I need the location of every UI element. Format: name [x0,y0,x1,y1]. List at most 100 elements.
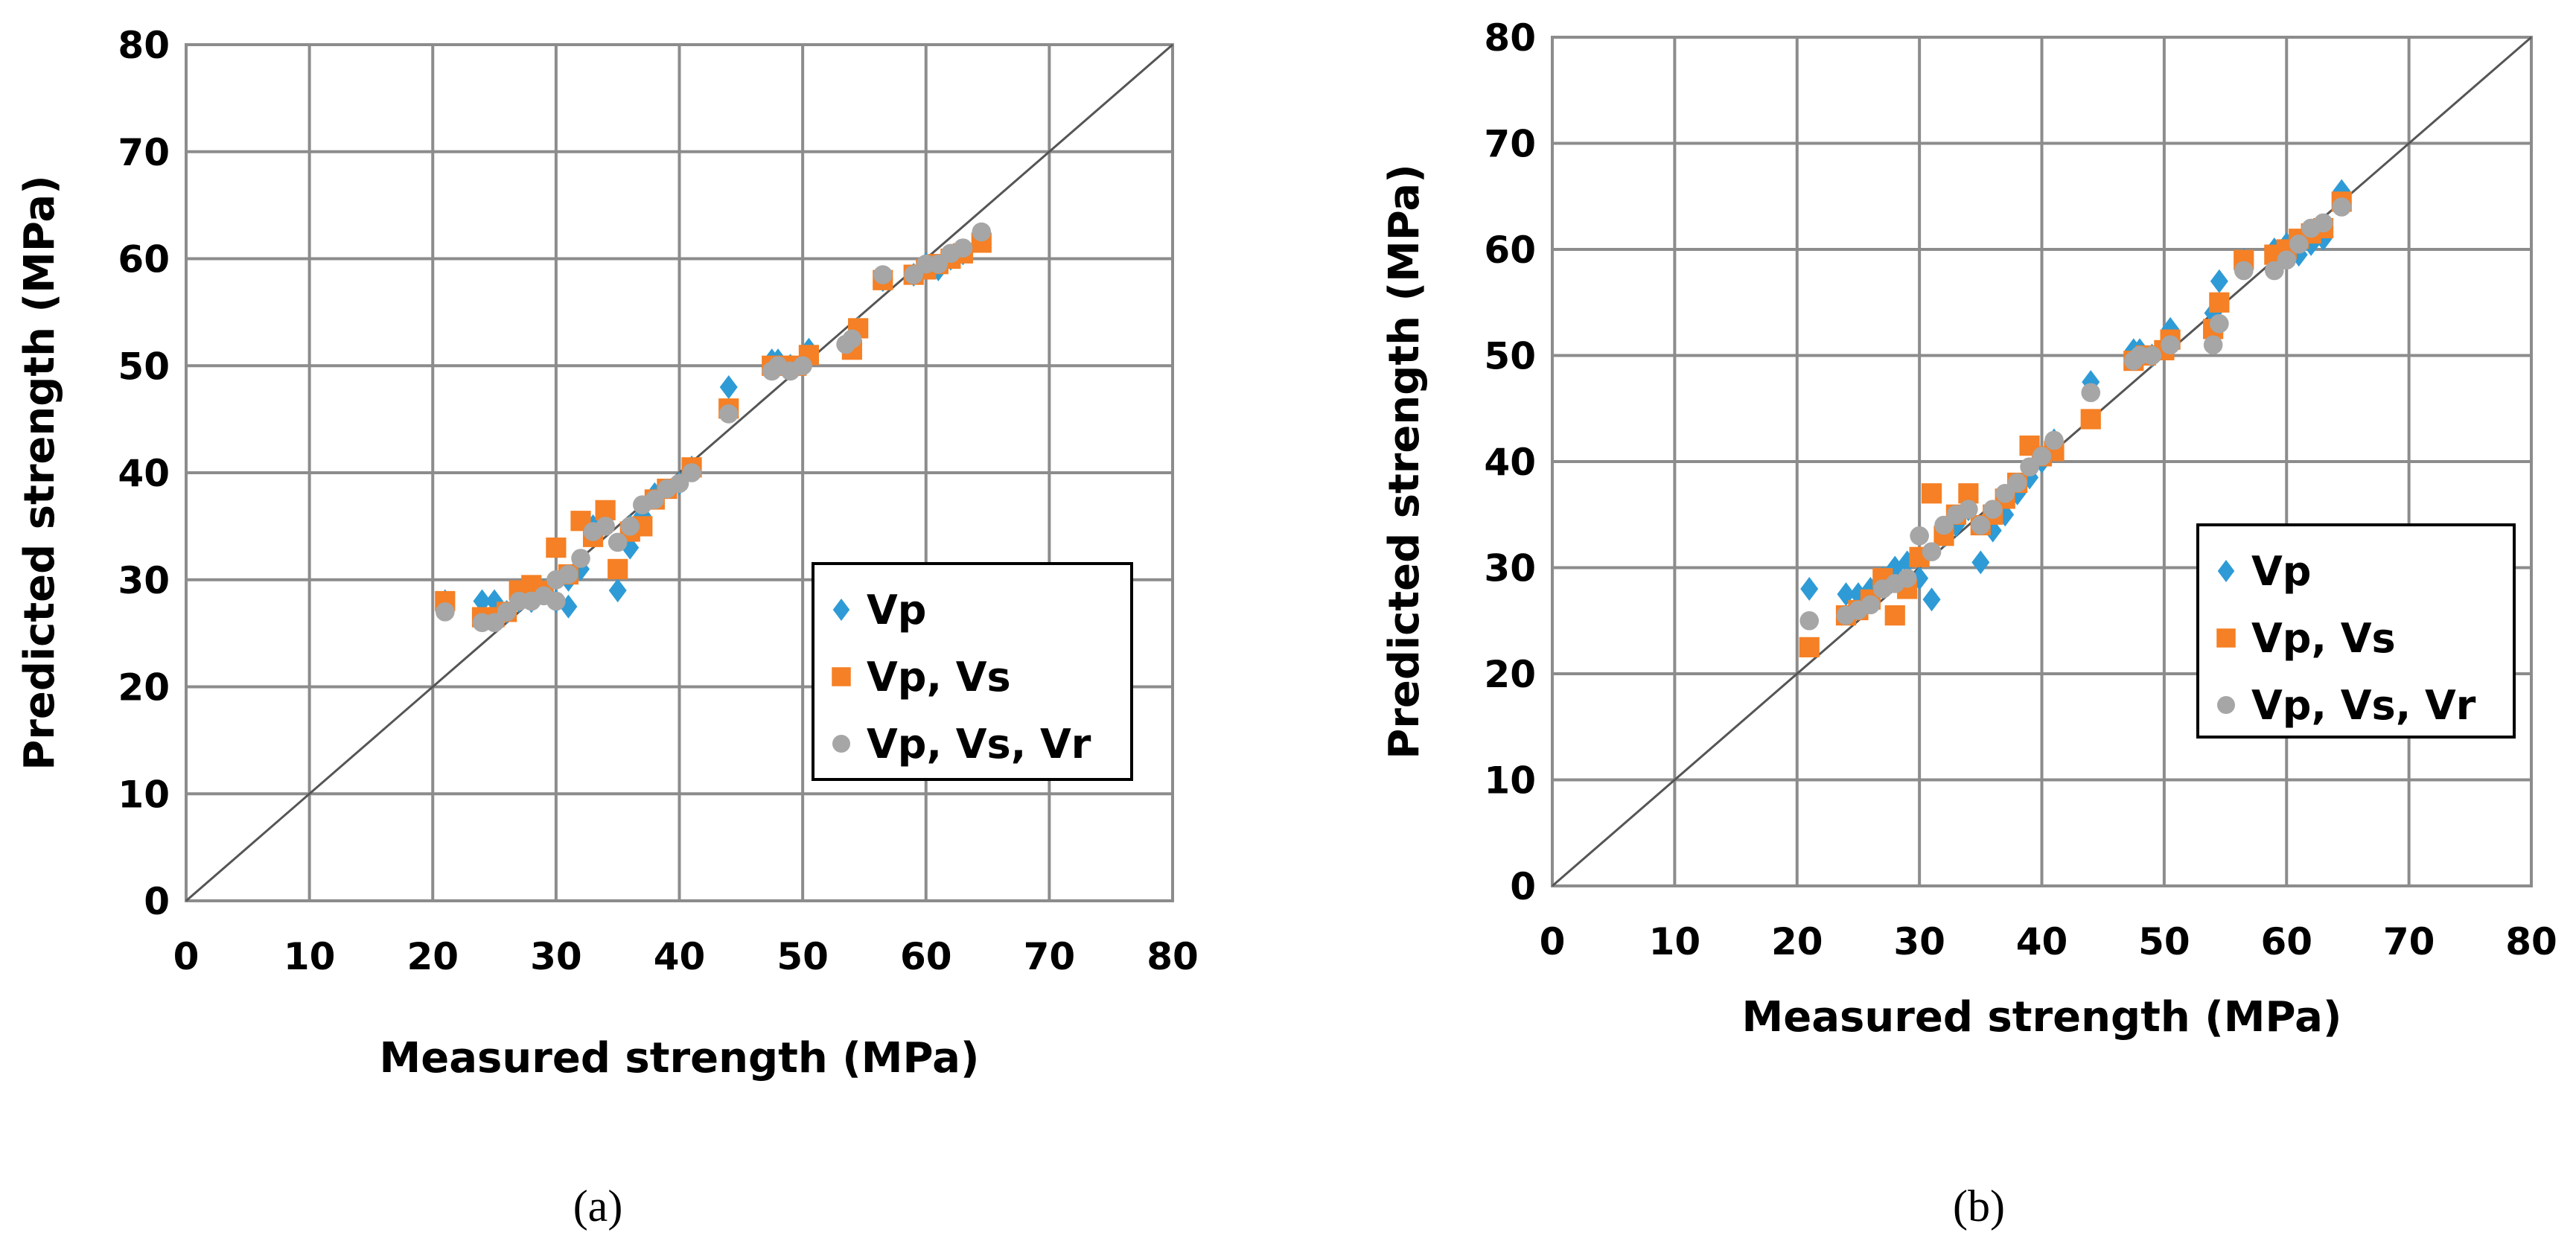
data-point-circle [558,564,578,584]
data-point-circle [793,356,812,376]
data-point-circle [953,238,973,258]
data-point-circle [873,265,893,284]
data-point-diamond [1922,587,1941,612]
x-tick-label: 0 [1540,920,1566,963]
data-point-circle [972,222,992,242]
data-point-circle [436,602,455,622]
data-point-circle [546,591,566,611]
data-point-circle [1910,526,1929,546]
data-point-circle [669,473,689,494]
x-tick-label: 60 [900,935,952,978]
data-point-square [1921,483,1942,504]
legend-box [2196,523,2516,739]
data-point-circle [904,265,923,284]
data-point-circle [2210,313,2229,334]
y-tick-label: 80 [118,24,170,67]
data-point-square [1799,637,1820,657]
x-tick-label: 60 [2260,920,2312,963]
x-tick-label: 30 [1893,920,1945,963]
data-point-circle [2007,473,2027,493]
y-tick-label: 70 [118,131,170,174]
y-tick-label: 50 [1484,335,1536,378]
y-tick-label: 50 [118,345,170,388]
y-tick-label: 60 [118,238,170,281]
x-tick-label: 20 [407,935,459,978]
x-tick-label: 80 [2505,920,2557,963]
legend-label: Vp, Vs [867,654,1011,701]
panel-label: (b) [1953,1181,2005,1231]
y-tick-label: 10 [118,773,170,816]
data-point-circle [2313,213,2333,233]
x-tick-label: 70 [1024,935,1076,978]
data-point-circle [682,463,701,482]
legend-box [812,562,1133,781]
y-axis-title: Predicted strength (MPa) [1380,164,1429,759]
panel-label: (a) [573,1181,623,1231]
data-point-square [546,538,567,558]
x-tick-label: 40 [654,935,706,978]
y-tick-label: 40 [1484,441,1536,484]
x-tick-label: 30 [530,935,582,978]
series-circle [1799,197,2352,631]
x-tick-label: 40 [2016,920,2068,963]
y-tick-label: 30 [118,559,170,602]
legend-label: Vp, Vs [2251,615,2396,662]
data-point-diamond [719,375,738,399]
data-point-circle [608,532,628,552]
data-point-circle [497,602,517,622]
data-point-circle [1922,542,1942,561]
data-point-diamond [2210,269,2228,293]
x-tick-label: 70 [2383,920,2435,963]
legend-marker-diamond [2217,560,2235,582]
plot-frame [1551,36,2533,887]
y-tick-label: 70 [1484,123,1536,166]
data-point-circle [2081,383,2101,403]
data-point-circle [2332,197,2352,217]
x-tick-label: 50 [777,935,829,978]
data-point-square [608,558,628,579]
data-point-circle [596,517,615,536]
series-circle [436,222,992,633]
legend-marker-circle [832,735,850,753]
legend-marker-circle [2217,696,2235,714]
data-point-circle [2234,261,2254,281]
y-axis-title: Predicted strength (MPa) [16,175,64,770]
legend-marker-square [2216,628,2236,648]
legend: Vp Vp, Vs Vp, Vs, Vr [2196,523,2516,739]
y-tick-label: 0 [1510,865,1536,908]
y-tick-label: 60 [1484,229,1536,272]
data-point-circle [2203,335,2223,355]
data-point-diamond [1800,577,1819,601]
y-tick-label: 40 [118,452,170,495]
legend-label: Vp [2251,548,2311,595]
data-point-circle [842,329,862,349]
data-point-square [1884,605,1905,626]
x-tick-label: 10 [1649,920,1701,963]
y-tick-label: 20 [1484,653,1536,696]
data-point-circle [1799,610,1819,631]
data-point-circle [2277,250,2297,270]
x-axis-title: Measured strength (MPa) [380,1034,980,1082]
data-point-square [2209,292,2230,313]
legend: Vp Vp, Vs Vp, Vs, Vr [812,562,1133,781]
data-point-circle [1959,500,1978,519]
data-point-circle [571,549,590,568]
data-point-circle [2161,335,2180,355]
data-point-diamond [1971,550,1990,575]
chart-panel-b: 00 10 10 20 20 30 30 40 40 50 50 60 60 70 70 80 80 Measur… [1380,16,2557,1231]
y-tick-label: 30 [1484,547,1536,590]
data-point-circle [2142,345,2162,366]
legend-marker-diamond [832,599,850,621]
legend-label: Vp, Vs, Vr [867,721,1091,768]
legend-label: Vp [867,587,926,634]
chart-panel-a: 00 10 10 20 20 30 30 40 40 50 50 60 60 70 70 80 80 Measur… [16,24,1199,1231]
data-point-circle [2289,235,2309,254]
y-tick-label: 20 [118,666,170,709]
x-tick-label: 50 [2138,920,2190,963]
data-point-circle [2044,430,2064,450]
y-tick-label: 10 [1484,759,1536,803]
data-point-circle [2032,447,2052,466]
y-tick-label: 80 [1484,16,1536,60]
x-tick-label: 10 [284,935,336,978]
